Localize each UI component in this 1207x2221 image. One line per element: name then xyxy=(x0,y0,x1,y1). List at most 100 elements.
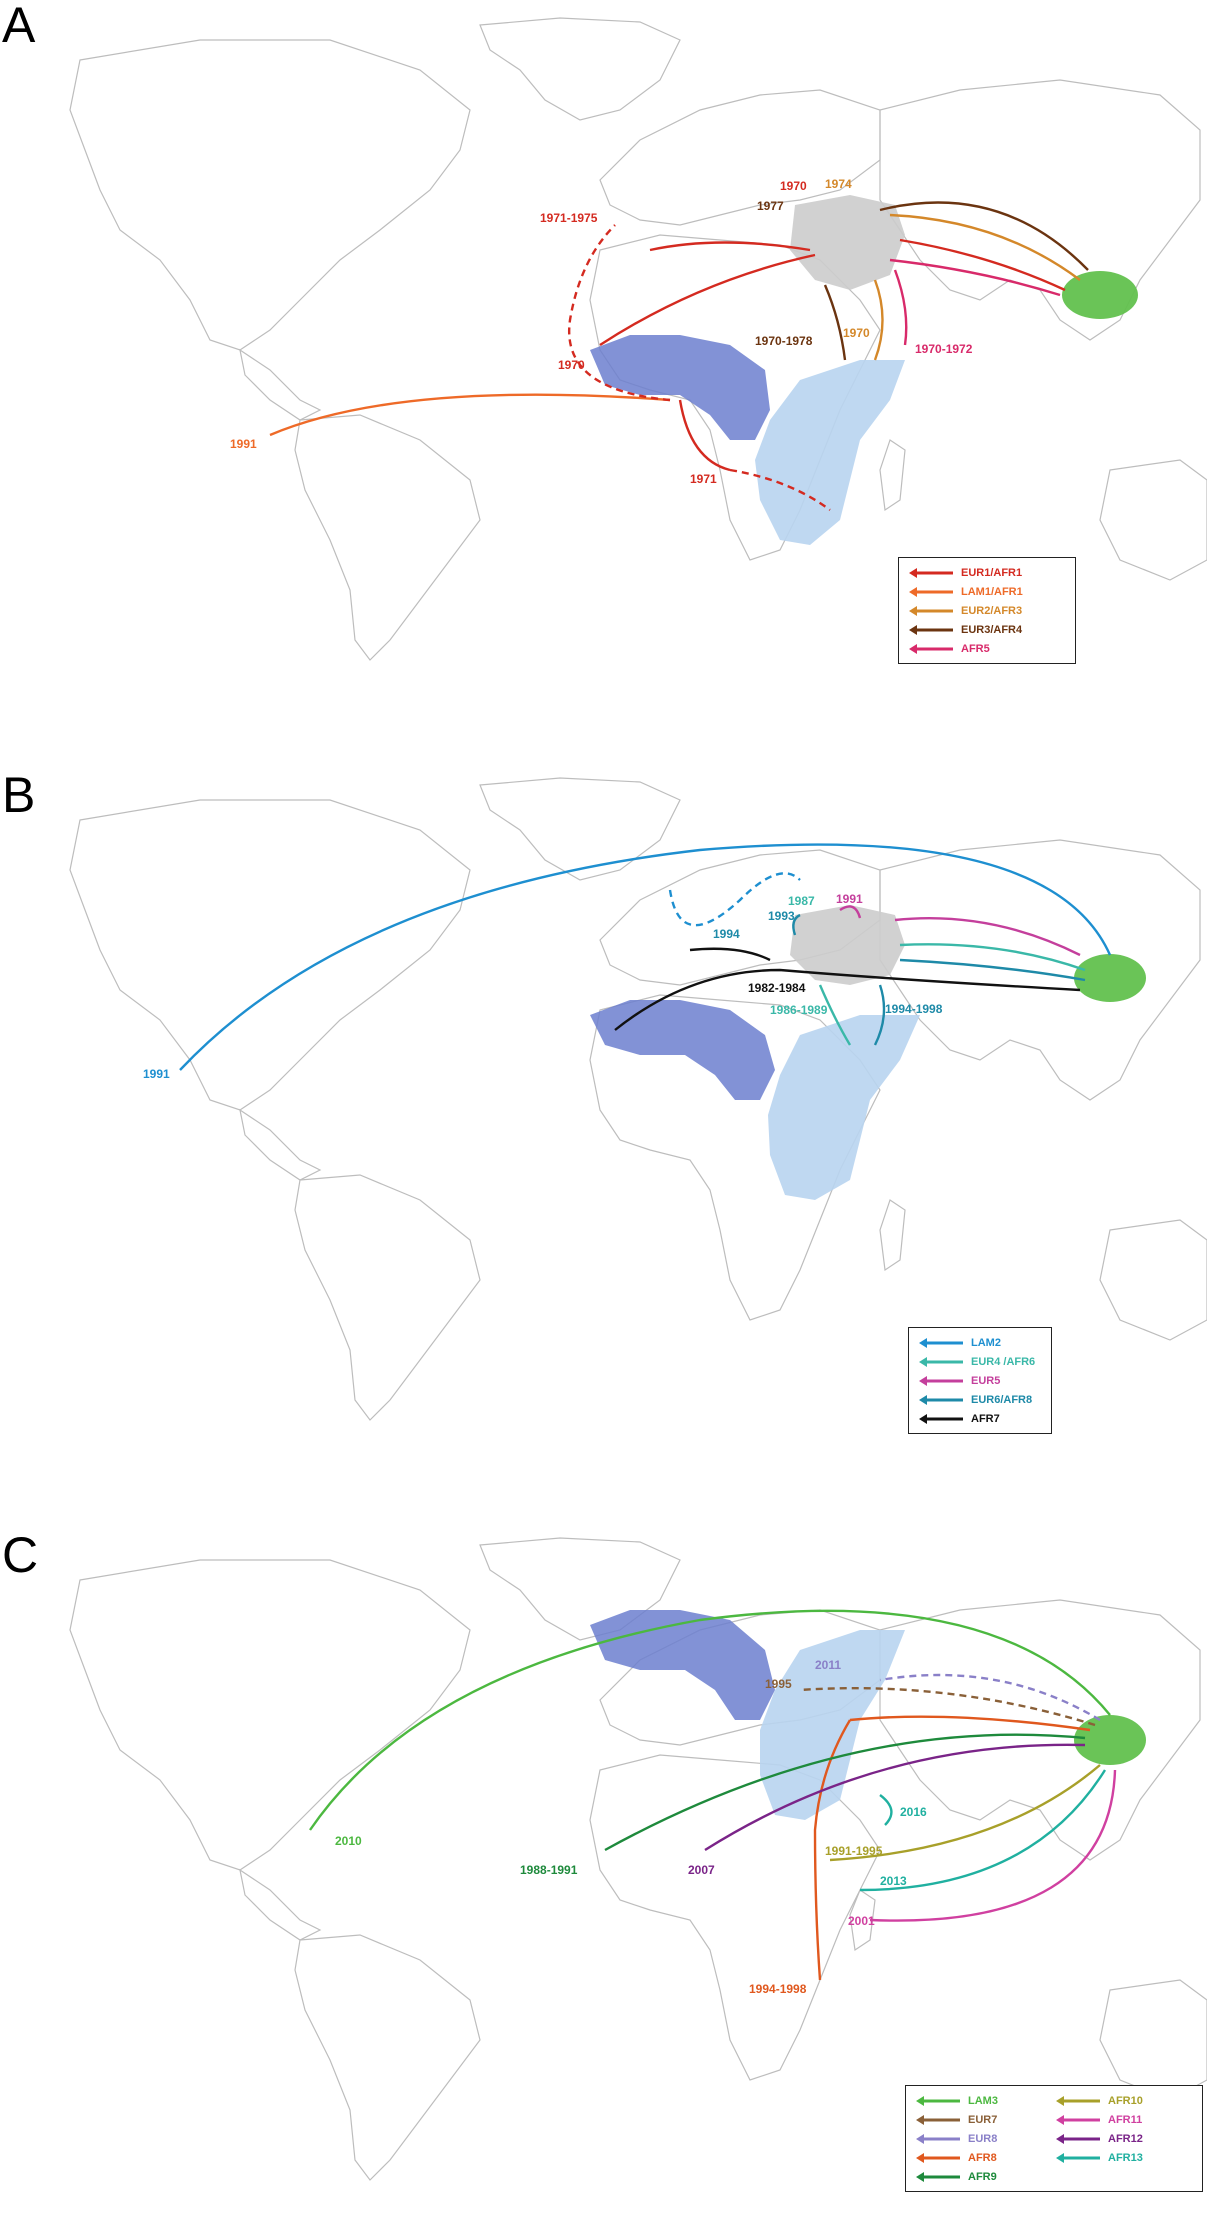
panel-letter-b: B xyxy=(2,767,36,823)
legend-arrow-icon xyxy=(919,1375,963,1386)
legend-arrow-icon xyxy=(909,567,953,578)
legend-label: AFR8 xyxy=(968,2151,997,2164)
legend-item: AFR9 xyxy=(914,2167,1054,2186)
legend-label: AFR7 xyxy=(971,1412,1000,1425)
label-1991-1995: 1991-1995 xyxy=(825,1844,883,1858)
legend-arrow-icon xyxy=(919,1337,963,1348)
legend-arrow-icon xyxy=(909,643,953,654)
panel-letter-c: C xyxy=(2,1527,39,1583)
legend-label: LAM1/AFR1 xyxy=(961,585,1023,598)
south-america-outline xyxy=(294,414,481,661)
legend-item: AFR12 xyxy=(1054,2129,1194,2148)
arrow-afr7-main xyxy=(614,968,1081,1031)
legend-item: LAM1/AFR1 xyxy=(907,582,1067,601)
label-1970-a1: 1970 xyxy=(780,179,807,193)
legend-arrow-icon xyxy=(909,586,953,597)
arrow-asia-europe-3 xyxy=(879,201,1089,271)
label-2013: 2013 xyxy=(880,1874,907,1888)
region-europe-middle-east xyxy=(790,195,905,290)
arrow-afr7-north xyxy=(689,947,771,962)
arrow-afr13 xyxy=(859,1769,1107,1892)
label-1988-1991: 1988-1991 xyxy=(520,1863,578,1877)
region-east-africa xyxy=(768,1015,920,1200)
region-south-asia xyxy=(1074,954,1146,1002)
legend-item: AFR13 xyxy=(1054,2148,1194,2167)
legend-label: EUR6/AFR8 xyxy=(971,1393,1033,1406)
map-c: 2011 1995 2010 1988-1991 2007 2016 1991-… xyxy=(69,1537,1207,2181)
region-south-asia xyxy=(1062,271,1138,319)
legend-item: AFR11 xyxy=(1054,2110,1194,2129)
arrow-eur8 xyxy=(879,1673,1101,1722)
legend-label: AFR10 xyxy=(1108,2094,1143,2107)
asia-outline xyxy=(879,1599,1201,1861)
arrow-eur1-northafrica xyxy=(649,241,811,252)
label-1971: 1971 xyxy=(690,472,717,486)
panel-a: A xyxy=(0,0,1207,700)
label-1970-a3: 1970 xyxy=(558,358,585,372)
label-1995: 1995 xyxy=(765,1677,792,1691)
legend-label: EUR3/AFR4 xyxy=(961,623,1023,636)
legend-item: AFR7 xyxy=(917,1409,1043,1428)
label-2001: 2001 xyxy=(848,1914,875,1928)
north-america-outline xyxy=(69,1559,471,1871)
arrow-westafrica-south xyxy=(678,399,731,472)
australia-outline xyxy=(1099,459,1207,581)
legend-item: EUR7 xyxy=(914,2110,1054,2129)
panel-letter-a: A xyxy=(2,0,36,53)
south-america-outline xyxy=(294,1174,481,1421)
arrow-afr8 xyxy=(873,984,886,1046)
legend-arrow-icon xyxy=(1056,2114,1100,2125)
region-south-asia xyxy=(1074,1715,1146,1765)
arrow-eur6 xyxy=(899,958,1086,982)
legend-c: LAM3 AFR10 EUR7 AFR11 EUR8 AFR12 AFR8 AF… xyxy=(905,2085,1203,2192)
legend-item: EUR3/AFR4 xyxy=(907,620,1067,639)
arrow-afr6 xyxy=(818,984,852,1046)
legend-label: EUR4 /AFR6 xyxy=(971,1355,1036,1368)
arrow-asia-europe-4 xyxy=(889,258,1061,297)
legend-grid: LAM3 AFR10 EUR7 AFR11 EUR8 AFR12 AFR8 AF… xyxy=(914,2091,1194,2186)
highlight-regions xyxy=(590,1610,1146,1820)
region-east-africa xyxy=(755,360,905,545)
arrow-afr8-north xyxy=(849,1715,1091,1732)
region-west-africa xyxy=(590,1000,775,1100)
label-1974: 1974 xyxy=(825,177,852,191)
legend-arrow-icon xyxy=(1056,2133,1100,2144)
arrow-eur7 xyxy=(799,1686,1096,1727)
arrow-small-1993 xyxy=(792,913,801,936)
arrow-asia-europe-2 xyxy=(889,213,1081,281)
legend-item: AFR10 xyxy=(1054,2091,1194,2110)
label-1987: 1987 xyxy=(788,894,815,908)
arrow-eastafrica-3 xyxy=(893,269,908,346)
legend-b: LAM2 EUR4 /AFR6 EUR5 EUR6/AFR8 AFR7 xyxy=(908,1327,1052,1434)
north-america-outline xyxy=(69,39,471,351)
legend-label: AFR12 xyxy=(1108,2132,1143,2145)
panel-c: C xyxy=(0,1530,1207,2221)
madagascar-outline xyxy=(849,1889,876,1952)
legend-item: EUR2/AFR3 xyxy=(907,601,1067,620)
arrow-eastafrica-1 xyxy=(823,284,847,361)
map-a: 1970 1974 1977 1971-1975 1970-1978 1970 … xyxy=(69,17,1207,661)
greenland-outline xyxy=(479,777,681,881)
legend-label: AFR5 xyxy=(961,642,990,655)
legend-a: EUR1/AFR1 LAM1/AFR1 EUR2/AFR3 EUR3/AFR4 … xyxy=(898,557,1076,664)
region-west-africa xyxy=(590,335,770,440)
legend-label: EUR5 xyxy=(971,1374,1001,1387)
legend-label: EUR7 xyxy=(968,2113,998,2126)
year-labels: 1970 1974 1977 1971-1975 1970-1978 1970 … xyxy=(230,177,973,486)
label-1970-1972: 1970-1972 xyxy=(915,342,973,356)
legend-arrow-icon xyxy=(916,2171,960,2182)
map-b: 1991 1987 1993 1994 1982-1984 1986-1989 … xyxy=(69,777,1207,1421)
legend-label: AFR13 xyxy=(1108,2151,1143,2164)
legend-label: LAM3 xyxy=(968,2094,998,2107)
australia-outline xyxy=(1099,1219,1207,1341)
label-1970-1978: 1970-1978 xyxy=(755,334,813,348)
asia-outline xyxy=(879,79,1201,341)
legend-label: EUR2/AFR3 xyxy=(961,604,1023,617)
legend-arrow-icon xyxy=(919,1356,963,1367)
legend-item: LAM2 xyxy=(917,1333,1043,1352)
arrow-dashed-south xyxy=(729,468,831,511)
label-1994-1998: 1994-1998 xyxy=(885,1002,943,1016)
legend-item: EUR4 /AFR6 xyxy=(917,1352,1043,1371)
europe-outline xyxy=(599,89,881,226)
legend-label: EUR8 xyxy=(968,2132,998,2145)
